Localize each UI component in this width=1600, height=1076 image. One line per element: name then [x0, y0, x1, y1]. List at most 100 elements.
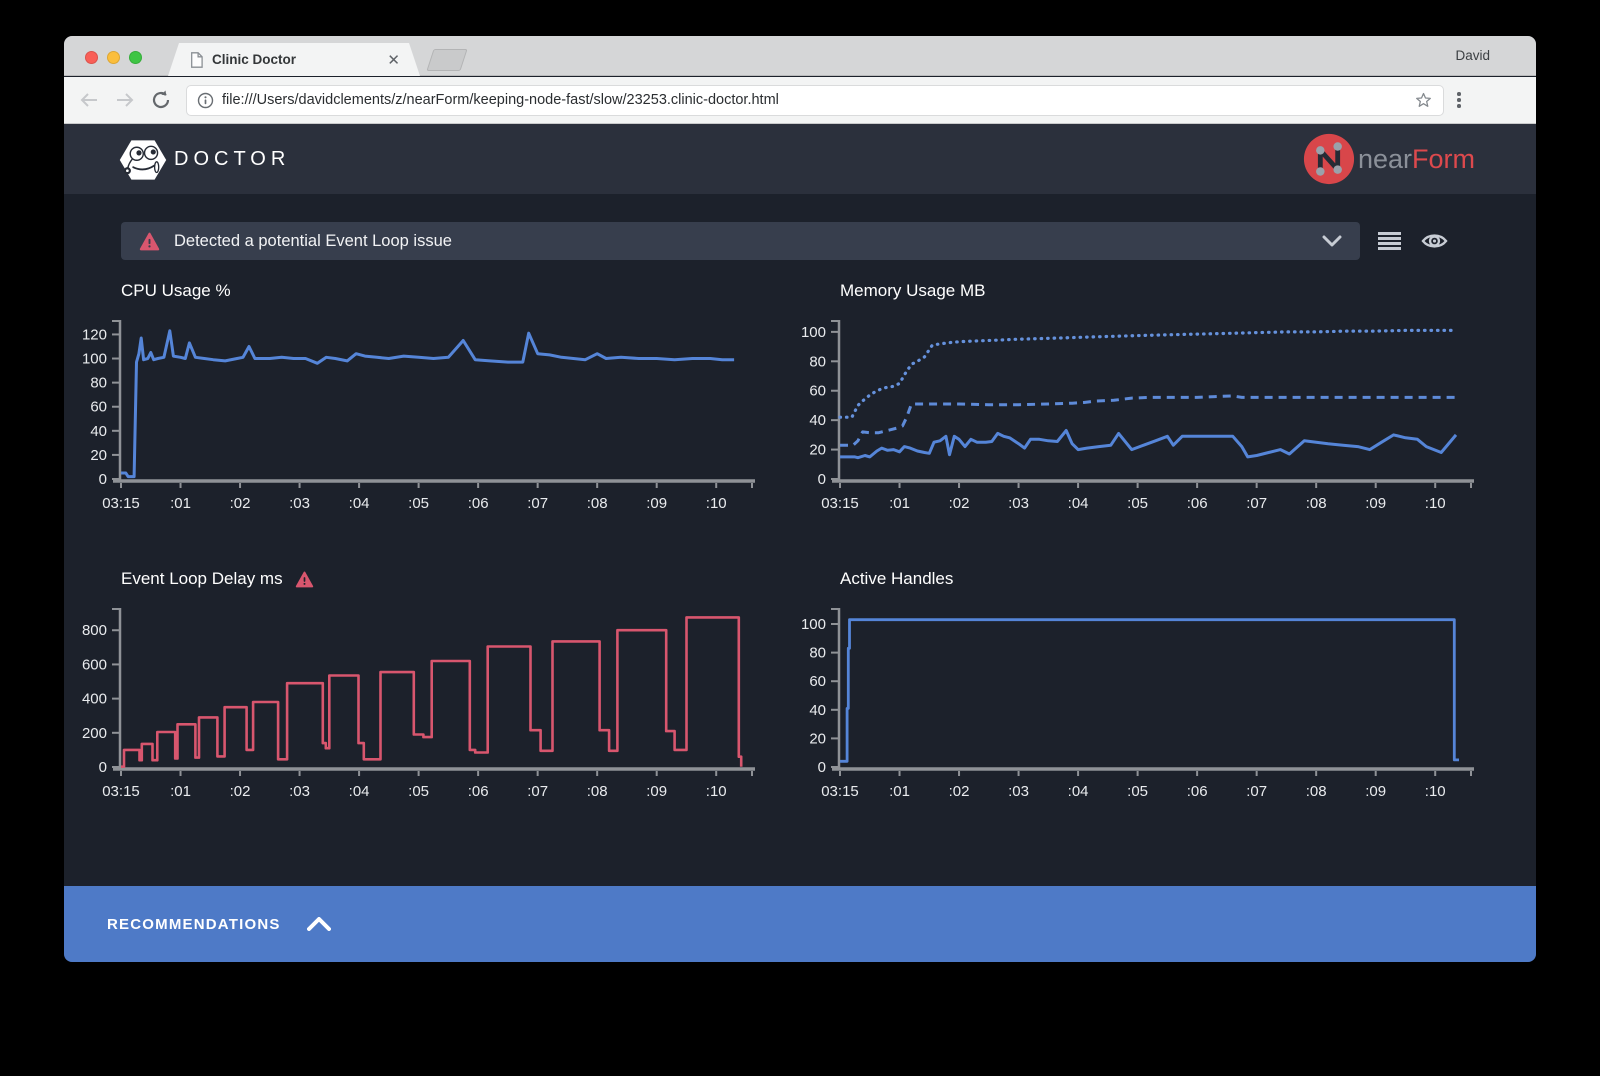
svg-text:60: 60	[90, 399, 107, 416]
nearform-logo-icon	[1302, 132, 1356, 186]
minimize-window-button[interactable]	[107, 51, 120, 64]
svg-text::06: :06	[468, 495, 489, 512]
svg-text:03:15: 03:15	[821, 495, 859, 512]
zoom-window-button[interactable]	[129, 51, 142, 64]
svg-text::04: :04	[349, 495, 370, 512]
svg-text:80: 80	[90, 375, 107, 392]
event-loop-delay-plot: 020040060080003:15:01:02:03:04:05:06:07:…	[71, 604, 771, 809]
memory-usage-plot: 02040608010003:15:01:02:03:04:05:06:07:0…	[790, 316, 1490, 521]
chevron-up-icon[interactable]	[307, 917, 331, 931]
svg-text::01: :01	[170, 783, 191, 800]
svg-text:03:15: 03:15	[102, 495, 140, 512]
browser-menu-icon[interactable]	[1457, 92, 1461, 108]
svg-text::04: :04	[1068, 783, 1089, 800]
browser-toolbar: file:///Users/davidclements/z/nearForm/k…	[64, 77, 1536, 124]
svg-text::10: :10	[1425, 783, 1446, 800]
url-text[interactable]: file:///Users/davidclements/z/nearForm/k…	[222, 92, 1414, 108]
svg-text::04: :04	[1068, 495, 1089, 512]
app-title: DOCTOR	[174, 148, 290, 171]
svg-text:40: 40	[809, 702, 826, 719]
brand-form-text: Form	[1412, 144, 1475, 174]
forward-icon[interactable]	[114, 90, 136, 110]
svg-text::04: :04	[349, 783, 370, 800]
recommendations-bar[interactable]: RECOMMENDATIONS	[64, 886, 1536, 962]
svg-text::09: :09	[1365, 783, 1386, 800]
doctor-logo-icon	[118, 133, 168, 187]
svg-text::03: :03	[1008, 495, 1029, 512]
svg-text::08: :08	[587, 495, 608, 512]
chevron-down-icon[interactable]	[1322, 235, 1342, 247]
svg-text:200: 200	[82, 725, 107, 742]
chart-title: Active Handles	[840, 569, 953, 589]
refresh-icon[interactable]	[150, 89, 172, 111]
svg-text::09: :09	[646, 783, 667, 800]
svg-text:100: 100	[801, 324, 826, 341]
svg-text::06: :06	[1187, 495, 1208, 512]
eye-icon[interactable]	[1421, 231, 1448, 251]
svg-text::07: :07	[1246, 495, 1267, 512]
svg-text::07: :07	[1246, 783, 1267, 800]
svg-text:80: 80	[809, 645, 826, 662]
issue-dropdown[interactable]: Detected a potential Event Loop issue	[121, 222, 1360, 260]
chart-active-handles: Active Handles 02040608010003:15:01:02:0…	[790, 568, 1490, 809]
new-tab-button[interactable]	[426, 49, 467, 71]
svg-text:40: 40	[809, 412, 826, 429]
browser-profile-name[interactable]: David	[1455, 48, 1490, 63]
svg-text::02: :02	[949, 495, 970, 512]
chart-event-loop-delay: Event Loop Delay ms 020040060080003:15:0…	[71, 568, 771, 809]
brand-near-text: near	[1358, 144, 1412, 174]
browser-titlebar: Clinic Doctor ✕ David	[64, 36, 1536, 76]
chart-title: Event Loop Delay ms	[121, 569, 283, 589]
svg-text::06: :06	[1187, 783, 1208, 800]
chart-cpu-usage: CPU Usage % 0 20 40 60 80 100 120 03:15 :01 :02 :0…	[71, 280, 771, 521]
svg-text:400: 400	[82, 691, 107, 708]
recommendations-label: RECOMMENDATIONS	[107, 916, 281, 933]
svg-text:20: 20	[809, 442, 826, 459]
svg-text:03:15: 03:15	[102, 783, 140, 800]
svg-text::05: :05	[408, 495, 429, 512]
url-bar[interactable]: file:///Users/davidclements/z/nearForm/k…	[186, 85, 1444, 116]
svg-text:40: 40	[90, 423, 107, 440]
tab-close-icon[interactable]: ✕	[387, 51, 400, 69]
svg-text::10: :10	[706, 495, 727, 512]
svg-text::02: :02	[230, 495, 251, 512]
svg-text::06: :06	[468, 783, 489, 800]
svg-text:800: 800	[82, 622, 107, 639]
svg-text::01: :01	[889, 495, 910, 512]
list-view-icon[interactable]	[1378, 231, 1401, 251]
svg-text:120: 120	[82, 326, 107, 343]
chart-title: CPU Usage %	[121, 281, 231, 301]
svg-text:0: 0	[818, 759, 826, 776]
browser-tab[interactable]: Clinic Doctor ✕	[168, 43, 420, 76]
svg-text::05: :05	[1127, 495, 1148, 512]
warning-icon	[295, 571, 314, 588]
nearform-logo: nearForm	[1302, 132, 1475, 186]
svg-text:20: 20	[90, 447, 107, 464]
svg-text::09: :09	[646, 495, 667, 512]
svg-text:03:15: 03:15	[821, 783, 859, 800]
warning-icon	[139, 232, 160, 251]
svg-text:0: 0	[99, 759, 107, 776]
svg-text::10: :10	[706, 783, 727, 800]
chart-memory-usage: Memory Usage MB 02040608010003:15:01:02:…	[790, 280, 1490, 521]
svg-text::08: :08	[587, 783, 608, 800]
svg-text::08: :08	[1306, 495, 1327, 512]
issue-message: Detected a potential Event Loop issue	[174, 232, 1322, 251]
bookmark-star-icon[interactable]	[1414, 91, 1433, 110]
svg-text::03: :03	[289, 783, 310, 800]
svg-text::02: :02	[230, 783, 251, 800]
svg-text::01: :01	[889, 783, 910, 800]
svg-text::01: :01	[170, 495, 191, 512]
svg-text:100: 100	[82, 351, 107, 368]
page-info-icon[interactable]	[197, 92, 214, 109]
svg-text::07: :07	[527, 495, 548, 512]
svg-text:0: 0	[99, 471, 107, 488]
svg-text:60: 60	[809, 673, 826, 690]
back-icon[interactable]	[78, 90, 100, 110]
svg-text::07: :07	[527, 783, 548, 800]
close-window-button[interactable]	[85, 51, 98, 64]
tab-title: Clinic Doctor	[212, 52, 387, 67]
svg-text::09: :09	[1365, 495, 1386, 512]
cpu-usage-plot: 02040608010012003:15:01:02:03:04:05:06:0…	[71, 316, 771, 521]
svg-text:60: 60	[809, 383, 826, 400]
